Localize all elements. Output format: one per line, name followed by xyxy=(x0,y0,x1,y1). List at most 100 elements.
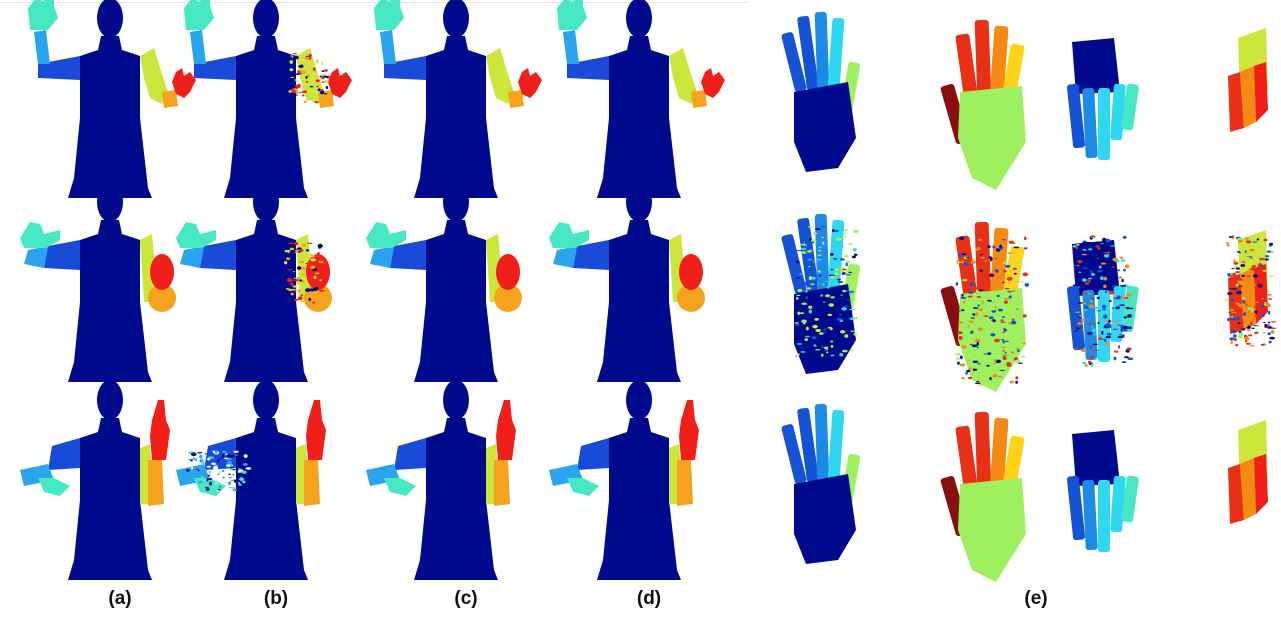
noise-speckle xyxy=(1233,338,1237,340)
noise-speckle xyxy=(1126,347,1132,351)
noise-speckle xyxy=(1254,331,1258,335)
noise-speckle xyxy=(1235,299,1240,302)
noise-speckle xyxy=(842,232,848,234)
noise-speckle xyxy=(1074,328,1077,331)
head xyxy=(443,380,469,420)
head xyxy=(443,182,469,222)
noise-speckle xyxy=(1024,283,1029,287)
finger xyxy=(781,424,807,484)
noise-speckle xyxy=(1230,329,1237,334)
noise-speckle xyxy=(817,254,822,256)
noise-speckle xyxy=(1270,296,1273,298)
right-forearm xyxy=(677,284,705,312)
noise-speckle xyxy=(229,466,233,469)
noise-speckle xyxy=(797,353,800,356)
noise-speckle xyxy=(1227,274,1233,277)
noise-speckle xyxy=(1260,304,1264,309)
noise-speckle xyxy=(290,282,294,286)
noise-speckle xyxy=(1127,326,1132,329)
noise-speckle xyxy=(291,92,297,95)
noise-speckle xyxy=(805,326,809,331)
noise-speckle xyxy=(1100,243,1104,245)
noise-speckle xyxy=(1001,346,1007,349)
noise-speckle xyxy=(1115,306,1120,310)
noise-speckle xyxy=(1077,322,1082,325)
noise-speckle xyxy=(220,457,223,460)
torso xyxy=(414,220,498,382)
noise-speckle xyxy=(962,377,965,380)
noise-speckle xyxy=(1246,249,1250,254)
noise-speckle xyxy=(972,287,978,290)
noise-speckle xyxy=(822,241,825,245)
noise-speckle xyxy=(834,271,839,276)
noise-speckle xyxy=(324,69,328,72)
noise-speckle xyxy=(1229,308,1235,312)
noise-speckle xyxy=(243,454,248,458)
noise-speckle xyxy=(994,269,999,273)
noise-speckle xyxy=(802,322,806,324)
noise-speckle xyxy=(957,361,960,365)
noise-speckle xyxy=(1091,297,1094,300)
noise-speckle xyxy=(972,368,978,371)
noise-speckle xyxy=(813,261,817,263)
noise-speckle xyxy=(197,475,201,478)
noise-speckle xyxy=(1230,315,1234,318)
noise-speckle xyxy=(967,325,970,328)
noise-speckle xyxy=(292,53,298,55)
noise-speckle xyxy=(998,363,1004,365)
back-of-hand xyxy=(1072,240,1120,296)
noise-speckle xyxy=(1117,324,1121,326)
noise-speckle xyxy=(316,85,319,88)
noise-speckle xyxy=(211,462,216,465)
noise-speckle xyxy=(294,251,298,254)
hand-side-view xyxy=(1225,230,1277,347)
noise-speckle xyxy=(830,252,834,256)
noise-speckle xyxy=(1107,251,1110,256)
noise-speckle xyxy=(297,70,301,74)
noise-speckle xyxy=(983,263,986,265)
noise-speckle xyxy=(1241,328,1246,331)
noise-speckle xyxy=(1237,322,1241,325)
noise-speckle xyxy=(217,473,220,476)
noise-speckle xyxy=(233,450,239,453)
noise-speckle xyxy=(1074,308,1078,311)
noise-speckle xyxy=(800,241,805,245)
noise-speckle xyxy=(1009,258,1014,261)
noise-speckle xyxy=(1089,235,1096,238)
noise-speckle xyxy=(217,488,221,491)
noise-speckle xyxy=(1112,305,1117,308)
noise-speckle xyxy=(1088,248,1093,251)
noise-speckle xyxy=(996,245,1000,249)
noise-speckle xyxy=(315,59,319,63)
hand-front-view xyxy=(781,403,861,564)
noise-speckle xyxy=(311,66,316,68)
noise-speckle xyxy=(289,250,296,254)
torso xyxy=(597,220,681,382)
left-hand xyxy=(567,478,599,496)
noise-speckle xyxy=(243,450,248,453)
noise-speckle xyxy=(1243,325,1249,327)
noise-speckle xyxy=(850,330,856,333)
noise-speckle xyxy=(983,353,989,355)
noise-speckle xyxy=(1090,345,1093,350)
noise-speckle xyxy=(1251,241,1258,243)
noise-speckle xyxy=(1090,355,1095,359)
noise-speckle xyxy=(844,235,847,238)
noise-speckle xyxy=(242,463,248,466)
noise-speckle xyxy=(961,293,964,297)
noise-speckle xyxy=(797,311,801,315)
noise-speckle xyxy=(968,367,973,370)
noise-speckle xyxy=(1230,340,1233,345)
noise-speckle xyxy=(840,244,844,248)
head xyxy=(626,380,652,420)
noise-speckle xyxy=(853,253,858,256)
noise-cluster xyxy=(1225,235,1277,347)
noise-speckle xyxy=(289,68,294,72)
noise-speckle xyxy=(820,294,823,297)
noise-speckle xyxy=(300,70,306,74)
noise-speckle xyxy=(1093,333,1096,336)
right-forearm xyxy=(148,284,176,312)
noise-speckle xyxy=(312,67,316,71)
right-hand xyxy=(150,254,174,290)
noise-speckle xyxy=(1257,243,1261,247)
